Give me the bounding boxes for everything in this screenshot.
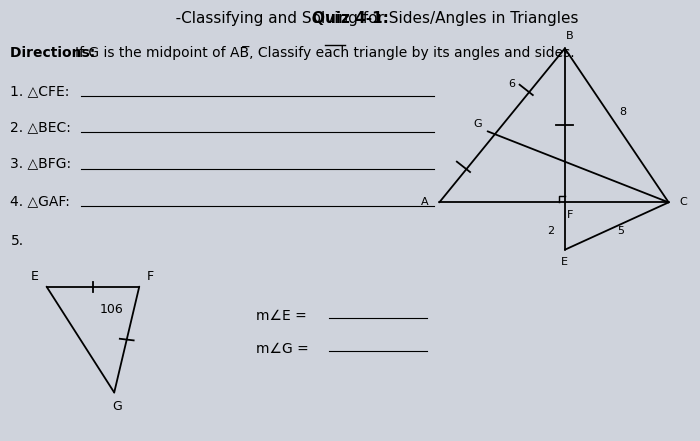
Text: If G is the midpoint of AB̅, Classify each triangle by its angles and sides.: If G is the midpoint of AB̅, Classify ea… <box>75 46 575 60</box>
Text: 1. △CFE:: 1. △CFE: <box>10 84 70 98</box>
Text: 4. △GAF:: 4. △GAF: <box>10 194 71 208</box>
Text: F: F <box>567 210 573 220</box>
Text: A: A <box>421 198 428 207</box>
Text: G: G <box>112 400 122 412</box>
Text: C: C <box>680 198 687 207</box>
Text: G: G <box>473 119 482 129</box>
Text: m∠G =: m∠G = <box>256 342 313 356</box>
Text: 6: 6 <box>508 79 515 89</box>
Text: E: E <box>32 270 39 283</box>
Text: 106: 106 <box>99 303 123 315</box>
Text: 5: 5 <box>617 226 624 236</box>
Text: E: E <box>561 257 568 267</box>
Text: -Classifying and Solving for Sides/Angles in Triangles: -Classifying and Solving for Sides/Angle… <box>122 11 578 26</box>
Text: B: B <box>566 31 573 41</box>
Text: Quiz 4-1:: Quiz 4-1: <box>312 11 388 26</box>
Text: 8: 8 <box>620 107 626 117</box>
Text: m∠E =: m∠E = <box>256 309 311 323</box>
Text: F: F <box>147 270 154 283</box>
Text: 2: 2 <box>547 226 554 236</box>
Text: Directions:: Directions: <box>10 46 106 60</box>
Text: 2. △BEC:: 2. △BEC: <box>10 120 71 134</box>
Text: 3. △BFG:: 3. △BFG: <box>10 157 71 171</box>
Text: 5.: 5. <box>10 234 24 248</box>
